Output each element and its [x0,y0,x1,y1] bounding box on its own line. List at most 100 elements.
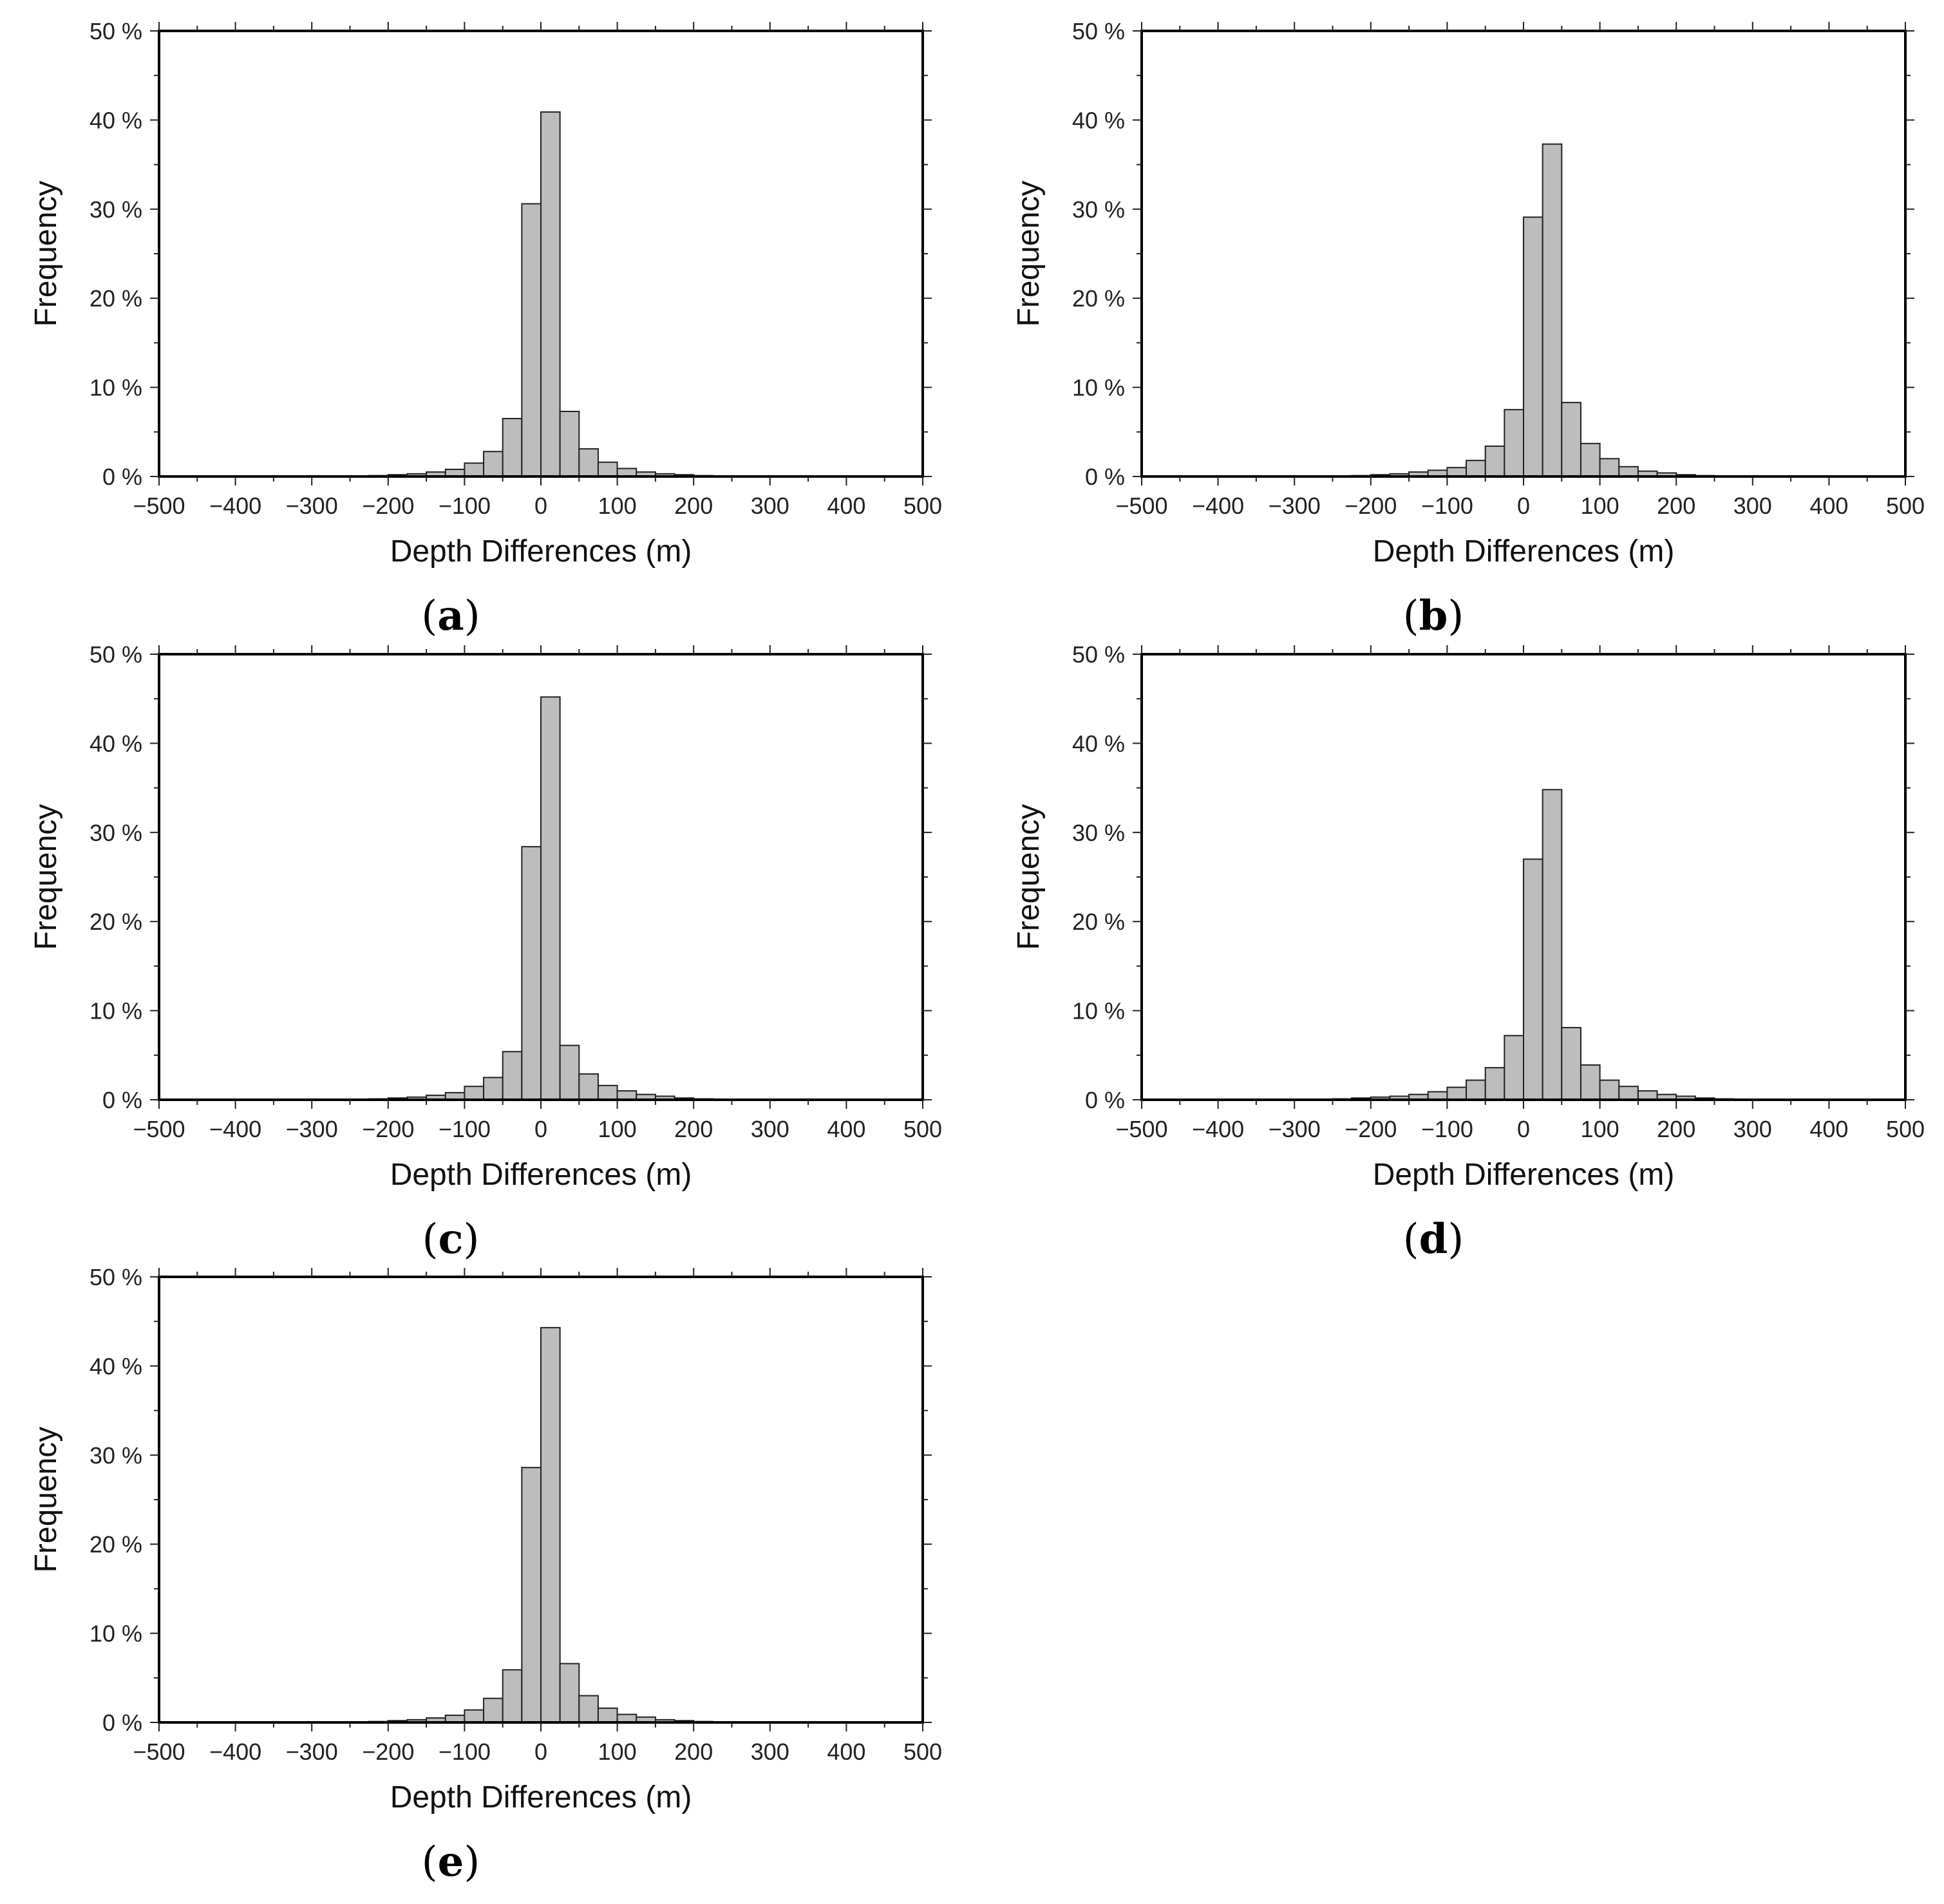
histogram-bar [1466,1079,1486,1101]
histogram-bar [1599,1079,1620,1101]
histogram-bar [559,1663,580,1724]
histogram-bar [521,845,542,1100]
x-tick-label: 500 [903,1116,942,1142]
x-axis-title: Depth Differences (m) [1373,1158,1675,1192]
histogram-bar [1580,1064,1601,1101]
y-tick-label: 40 % [90,730,142,757]
histogram-bar [1523,858,1543,1100]
y-tick-label: 50 % [1072,18,1125,44]
y-tick-label: 30 % [90,820,142,846]
histogram-bar [597,1707,618,1723]
histogram-bar [502,1051,523,1101]
histogram-bar [464,462,485,477]
x-tick-label: −200 [1345,1116,1397,1142]
x-axis-title: Depth Differences (m) [390,1158,692,1192]
histogram-panel-b: −500 −400 −300 −200 −100 0 100 200 300 400 500 0 % 1… [1012,18,1925,640]
x-tick-label: −500 [1115,1116,1167,1142]
x-tick-label: −200 [1345,493,1397,519]
y-tick-label: 40 % [90,107,142,133]
x-tick-label: 400 [1809,1116,1848,1142]
x-tick-label: 100 [598,1739,637,1765]
x-tick-label: −400 [209,1116,261,1142]
y-tick-label: 20 % [1072,285,1125,312]
histogram-bar [1466,460,1486,478]
histogram-bar [1484,1067,1505,1101]
x-tick-label: 200 [674,1739,713,1765]
y-tick-label: 50 % [90,18,142,44]
histogram-panel-d: −500 −400 −300 −200 −100 0 100 200 300 400 500 0 % 1… [1012,641,1925,1263]
x-tick-label: −100 [439,493,491,519]
x-tick-label: −200 [362,1739,414,1765]
histogram-bar [521,203,542,477]
panel-label: (a) [421,592,480,640]
histogram-bar [578,1695,599,1723]
x-tick-label: −400 [1192,1116,1244,1142]
x-axis-title: Depth Differences (m) [1373,534,1675,569]
histogram-bar [540,111,561,478]
histogram-bar [559,1044,580,1101]
y-tick-label: 40 % [1072,730,1125,757]
x-tick-label: 100 [1581,1116,1619,1142]
histogram-bar [540,1326,561,1723]
x-tick-label: 0 [1517,493,1530,519]
x-tick-label: −300 [286,493,338,519]
y-tick-label: 40 % [90,1353,142,1379]
histogram-bar [1561,402,1581,477]
x-tick-label: −300 [286,1116,338,1142]
histogram-panel-e: −500 −400 −300 −200 −100 0 100 200 300 400 500 0 % 1… [29,1264,942,1886]
y-tick-label: 30 % [1072,196,1125,223]
y-tick-label: 50 % [90,641,142,668]
x-tick-label: 0 [534,493,547,519]
y-tick-label: 0 % [102,464,142,490]
histogram-panel-a: −500 −400 −300 −200 −100 0 100 200 300 400 500 0 % 1… [29,18,942,640]
histogram-bar [1561,1026,1581,1100]
x-tick-label: −500 [1115,493,1167,519]
x-tick-label: 200 [674,493,713,519]
x-tick-label: 500 [903,1739,942,1765]
panel-label: (e) [422,1838,480,1886]
x-tick-label: −500 [133,493,185,519]
y-tick-label: 0 % [102,1710,142,1736]
histogram-bar [483,1697,504,1724]
y-tick-label: 10 % [90,1621,142,1647]
histogram-bar [578,448,599,478]
x-tick-label: −400 [1192,493,1244,519]
x-tick-label: 200 [674,1116,713,1142]
histogram-bar [597,1084,618,1100]
panel-label: (c) [422,1215,480,1263]
x-tick-label: 300 [751,1116,789,1142]
y-tick-label: 20 % [90,285,142,312]
panel-label: (b) [1403,592,1464,640]
histogram-bar [1446,1086,1467,1101]
x-tick-label: 0 [1517,1116,1530,1142]
x-tick-label: 400 [827,1116,865,1142]
y-axis-title: Frequency [29,1427,63,1573]
histogram-bar [1599,458,1620,478]
y-tick-label: 20 % [1072,909,1125,935]
x-tick-label: 100 [598,493,637,519]
y-axis-title: Frequency [1012,804,1046,950]
x-tick-label: 300 [751,1739,789,1765]
histogram-bar [578,1073,599,1101]
histogram-bar [502,1669,523,1723]
y-tick-label: 0 % [102,1087,142,1113]
x-tick-label: 100 [1581,493,1619,519]
x-axis-title: Depth Differences (m) [390,534,692,569]
y-tick-label: 10 % [90,375,142,401]
y-tick-label: 10 % [90,998,142,1024]
x-tick-label: 400 [1809,493,1848,519]
histogram-bar [1446,467,1467,477]
x-tick-label: 100 [598,1116,637,1142]
y-tick-label: 30 % [1072,820,1125,846]
histogram-bar [502,418,523,477]
histogram-bar [597,461,618,478]
x-tick-label: 0 [534,1116,547,1142]
histogram-bar [1580,442,1601,477]
histogram-bar [616,1090,637,1101]
histogram-bar [1542,143,1563,477]
y-axis-title: Frequency [1012,181,1046,327]
histogram-bar [1637,1090,1658,1101]
histogram-bar [521,1467,542,1724]
x-tick-label: 500 [903,493,942,519]
x-tick-label: 500 [1886,493,1925,519]
